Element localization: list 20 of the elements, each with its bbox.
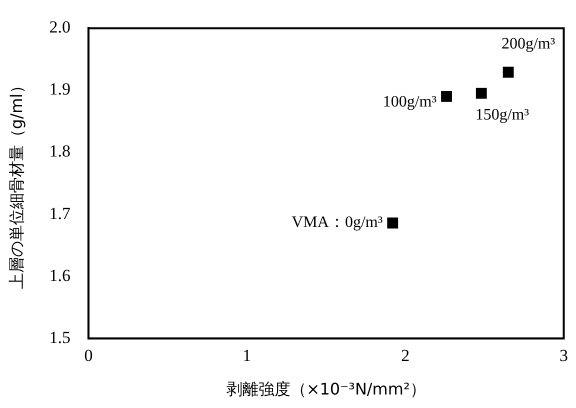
y-tick-label: 1.8 (49, 142, 70, 161)
point (441, 90, 452, 102)
x-tick-label: 3 (560, 346, 568, 366)
annotation: VMA：0g/m³ (292, 214, 383, 232)
y-tick-label: 2.0 (49, 18, 70, 37)
y-tick-label: 1.5 (49, 328, 70, 347)
x-tick-label: 0 (84, 346, 93, 366)
point (387, 218, 398, 228)
x-axis-title: 剥離強度（×10⁻³N/mm²） (226, 380, 426, 399)
annotation: 200g/m³ (501, 35, 556, 52)
x-tick-label: 2 (401, 346, 410, 366)
y-tick-label: 1.9 (49, 80, 70, 99)
y-tick-label: 1.6 (49, 266, 70, 285)
point (502, 66, 514, 78)
point (476, 88, 487, 99)
annotation: 150g/m³ (475, 106, 530, 124)
y-tick-label: 1.7 (49, 204, 71, 223)
y-axis-title: 上層の単位細骨材量（g/ml） (6, 78, 26, 290)
annotation: 100g/m³ (382, 94, 437, 111)
x-tick-label: 1 (242, 346, 252, 366)
